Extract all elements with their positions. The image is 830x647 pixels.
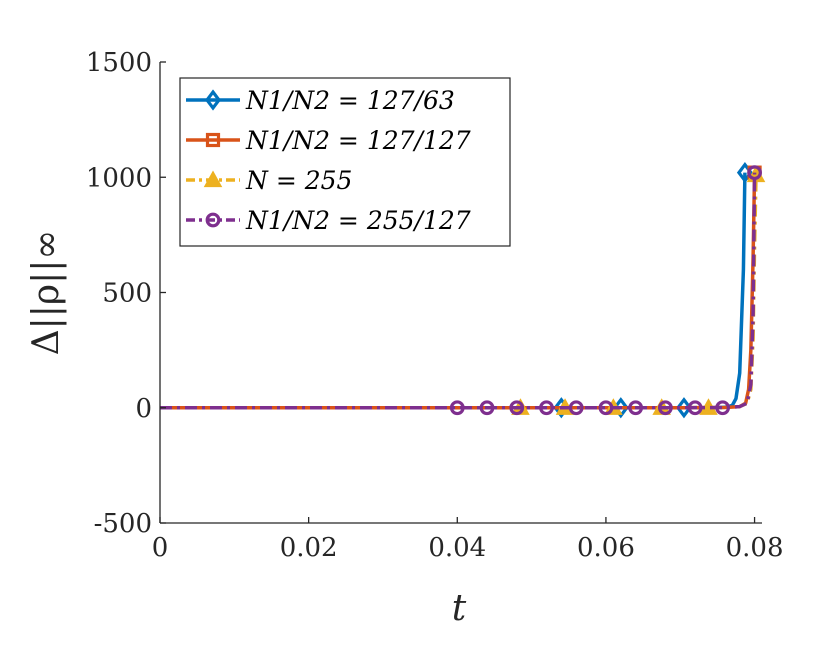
series-3-marker <box>598 400 614 416</box>
x-tick-label: 0.06 <box>577 533 635 563</box>
series-3-marker <box>509 400 525 416</box>
legend-entry-1: N1/N2 = 127/127 <box>245 126 471 155</box>
series-3 <box>160 165 762 416</box>
y-tick-label: 0 <box>135 394 152 424</box>
series-0-marker <box>675 397 692 419</box>
series-3-marker <box>539 400 554 416</box>
legend-marker-2 <box>203 170 223 188</box>
axes: 0 0.02 0.04 0.06 0.08-500050010001500tΔ||ρ||… <box>26 48 784 629</box>
x-tick-label: 0.02 <box>280 533 338 563</box>
x-tick-label: 0 <box>152 533 169 563</box>
series-3-marker <box>628 400 644 416</box>
legend: N1/N2 = 127/63 N1/N2 = 127/127 N = 255 N1/N… <box>179 77 511 247</box>
series-3-marker <box>715 400 731 416</box>
legend-entry-2: N = 255 <box>245 166 352 195</box>
x-axis-title: t <box>452 588 467 629</box>
plot-area <box>160 161 766 419</box>
series-3-marker <box>687 400 703 416</box>
legend-marker-1 <box>205 132 221 148</box>
y-tick-label: 1500 <box>86 48 152 78</box>
y-tick-label: -500 <box>94 509 152 539</box>
y-tick-label: 500 <box>102 279 152 309</box>
legend-entry-3: N1/N2 = 255/127 <box>245 206 471 235</box>
legend-marker-3 <box>205 212 221 228</box>
series-3-marker <box>479 400 495 416</box>
series-3-marker <box>747 165 762 181</box>
legend-entry-0: N1/N2 = 127/63 <box>245 86 455 115</box>
y-axis-title: Δ||ρ||∞ <box>26 230 67 356</box>
legend-box <box>179 77 511 247</box>
x-tick-label: 0.04 <box>428 533 486 563</box>
series-3-marker <box>657 400 673 416</box>
y-tick-label: 1000 <box>86 163 152 193</box>
series-3-marker <box>568 400 584 416</box>
legend-marker-0 <box>205 89 221 111</box>
x-tick-label: 0.08 <box>726 533 784 563</box>
series-3-marker <box>449 400 465 416</box>
series-line-3 <box>160 172 757 410</box>
